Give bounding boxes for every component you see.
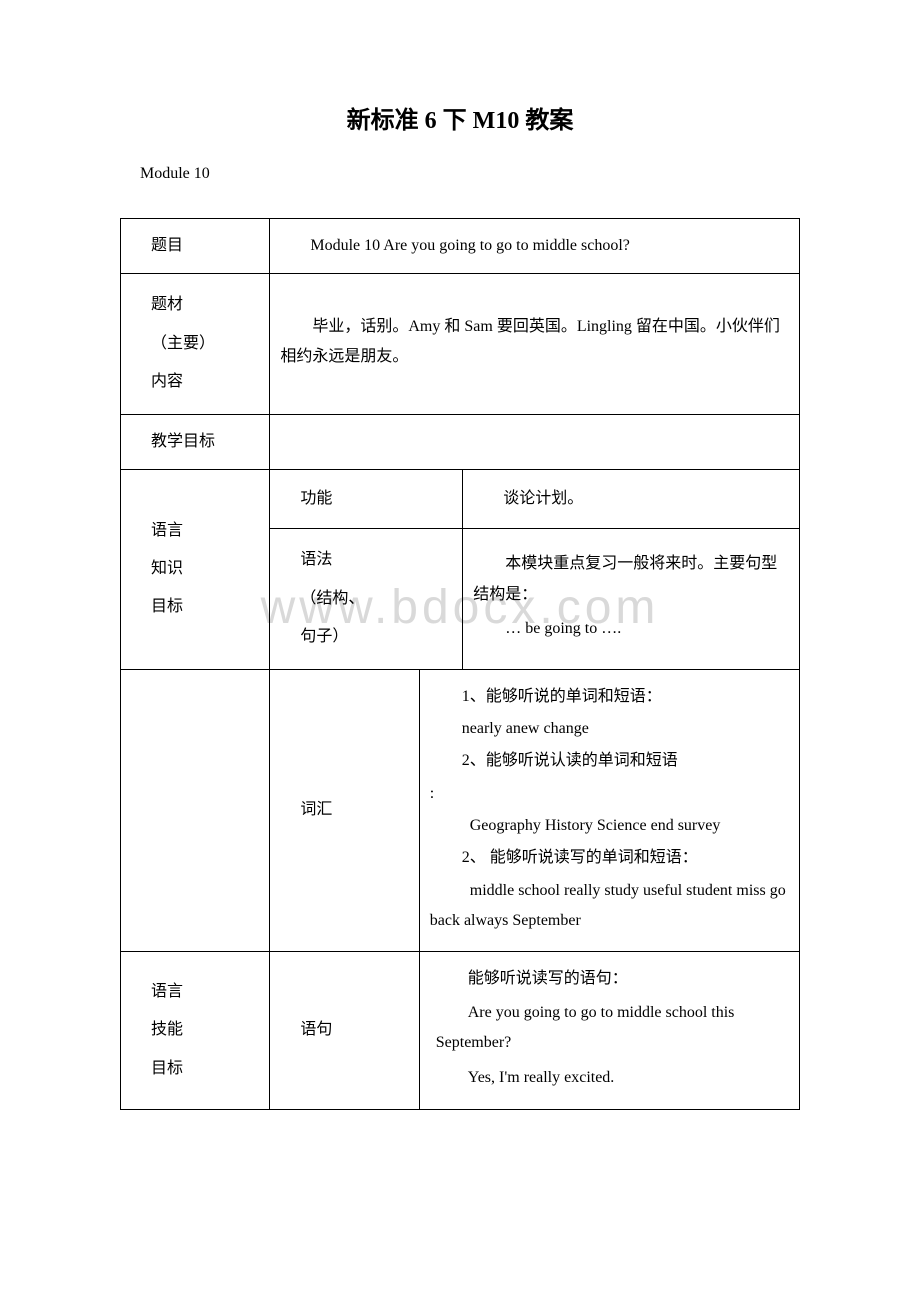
vocab-line: Geography History Science end survey: [430, 811, 789, 841]
topic-value: Module 10 Are you going to go to middle …: [270, 219, 800, 274]
lang-skill-line: 技能: [151, 1021, 183, 1038]
sentence-label: 语句: [270, 951, 419, 1110]
grammar-label-line: （结构、: [300, 590, 364, 607]
page-title: 新标准 6 下 M10 教案: [120, 100, 800, 135]
material-value: 毕业，话别。Amy 和 Sam 要回英国。Lingling 留在中国。小伙伴们相…: [270, 274, 800, 414]
lang-skill-line: 语言: [151, 983, 183, 1000]
lang-skill-label: 语言 技能 目标: [121, 951, 270, 1110]
lang-skill-line: 目标: [151, 1060, 183, 1077]
table-row: 词汇 1、能够听说的单词和短语： nearly anew change 2、能够…: [121, 669, 800, 951]
table-row: 题目 Module 10 Are you going to go to midd…: [121, 219, 800, 274]
lesson-plan-table: 题目 Module 10 Are you going to go to midd…: [120, 218, 800, 1110]
material-label: 题材 （主要） 内容: [121, 274, 270, 414]
material-text: 毕业，话别。Amy 和 Sam 要回英国。Lingling 留在中国。小伙伴们相…: [280, 312, 789, 373]
table-row: 教学目标: [121, 414, 800, 469]
table-row: 语言 知识 目标 功能 谈论计划。: [121, 469, 800, 528]
grammar-text: 本模块重点复习一般将来时。主要句型结构是：: [473, 549, 789, 610]
function-label: 功能: [270, 469, 463, 528]
sentence-line: 能够听说读写的语句：: [436, 964, 783, 994]
vocab-line: 2、 能够听说读写的单词和短语：: [430, 843, 789, 873]
module-subtitle: Module 10: [140, 165, 800, 183]
lang-knowledge-line: 目标: [151, 598, 183, 615]
material-label-line: 内容: [151, 373, 183, 390]
vocab-line: :: [430, 779, 789, 809]
sentence-value: 能够听说读写的语句： Are you going to go to middle…: [419, 951, 799, 1110]
lang-knowledge-label: 语言 知识 目标: [121, 469, 270, 669]
function-value: 谈论计划。: [463, 469, 800, 528]
grammar-label-line: 语法: [300, 551, 332, 568]
empty-cell: [121, 669, 270, 951]
grammar-value: 本模块重点复习一般将来时。主要句型结构是： … be going to ….: [463, 529, 800, 669]
grammar-label-line: 句子）: [300, 628, 348, 645]
vocab-line: 1、能够听说的单词和短语：: [430, 682, 789, 712]
lang-knowledge-line: 语言: [151, 522, 183, 539]
vocab-value: 1、能够听说的单词和短语： nearly anew change 2、能够听说认…: [419, 669, 799, 951]
table-row: 题材 （主要） 内容 毕业，话别。Amy 和 Sam 要回英国。Lingling…: [121, 274, 800, 414]
vocab-line: middle school really study useful studen…: [430, 876, 789, 937]
teaching-goal-empty: [270, 414, 800, 469]
sentence-line: Are you going to go to middle school thi…: [436, 998, 783, 1059]
vocab-label: 词汇: [270, 669, 419, 951]
teaching-goal-label: 教学目标: [121, 414, 270, 469]
grammar-text-en: … be going to ….: [473, 614, 789, 644]
vocab-line: nearly anew change: [430, 714, 789, 744]
grammar-label: 语法 （结构、 句子）: [270, 529, 463, 669]
material-label-line: （主要）: [151, 335, 215, 352]
sentence-line: Yes, I'm really excited.: [436, 1063, 783, 1093]
vocab-line: 2、能够听说认读的单词和短语: [430, 746, 789, 776]
lang-knowledge-line: 知识: [151, 560, 183, 577]
material-label-line: 题材: [151, 296, 183, 313]
table-row: 语言 技能 目标 语句 能够听说读写的语句： Are you going to …: [121, 951, 800, 1110]
topic-label: 题目: [121, 219, 270, 274]
